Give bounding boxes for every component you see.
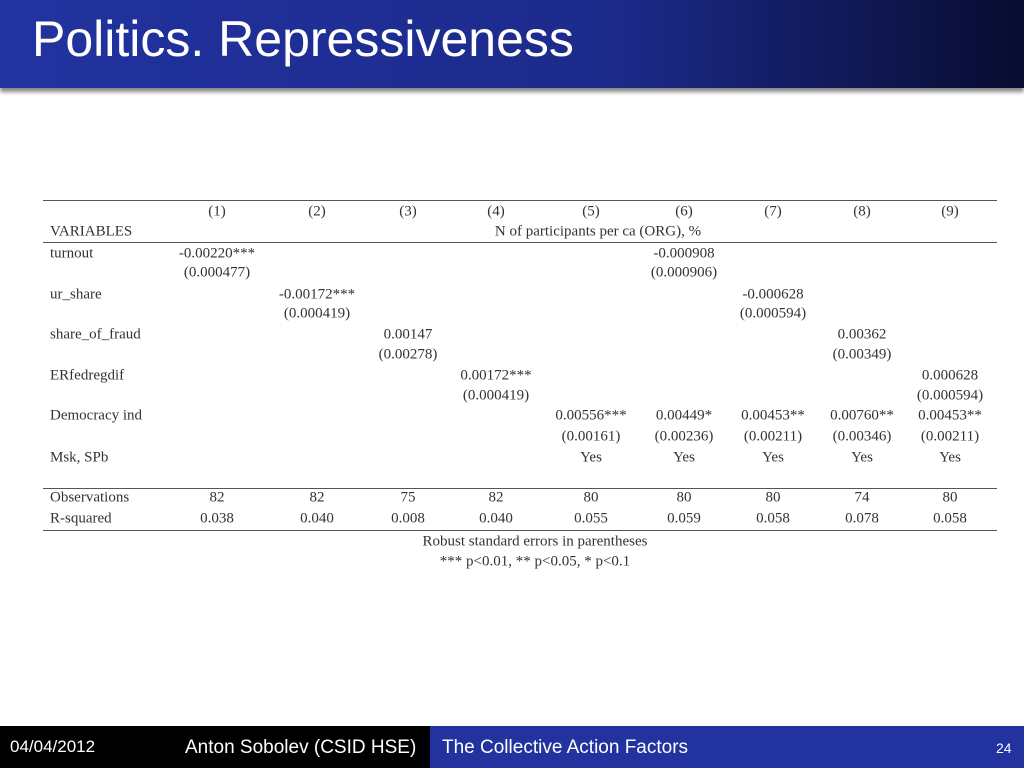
- stat-label: R-squared: [50, 510, 112, 527]
- footer-author: Anton Sobolev (CSID HSE): [185, 737, 417, 758]
- row-label: Democracy ind: [50, 407, 143, 424]
- regression-table: (1) (2) (3) (4) (5) (6) (7) (8) (9) VARIABLES N of…: [43, 200, 997, 570]
- row-label: ur_share: [50, 286, 102, 303]
- coefficient: -0.000628: [742, 286, 804, 303]
- coefficient: 0.00453**: [918, 407, 982, 424]
- stat-value: 0.058: [933, 510, 967, 527]
- coefficient: Yes: [580, 449, 602, 466]
- standard-error: (0.00211): [743, 428, 803, 445]
- coefficient: 0.00172***: [460, 367, 532, 384]
- coefficient: 0.00760**: [830, 407, 894, 424]
- coefficient: 0.00362: [837, 326, 887, 343]
- row-label: Msk, SPb: [50, 449, 109, 466]
- column-header: (3): [399, 203, 417, 220]
- page-number: 24: [996, 740, 1012, 756]
- stat-value: 80: [942, 489, 958, 506]
- standard-error: (0.000419): [462, 387, 530, 404]
- stat-value: 74: [854, 489, 870, 506]
- row-label: share_of_fraud: [50, 326, 141, 343]
- stat-value: 82: [209, 489, 225, 506]
- stat-value: 0.008: [391, 510, 425, 527]
- coefficient: -0.00172***: [278, 286, 356, 303]
- standard-error: (0.000594): [739, 305, 807, 322]
- coefficient: 0.000628: [921, 367, 979, 384]
- stat-label: Observations: [50, 489, 130, 506]
- rule: [43, 242, 997, 243]
- coefficient: Yes: [851, 449, 873, 466]
- standard-error: (0.00236): [654, 428, 714, 445]
- footer-date: 04/04/2012: [10, 737, 96, 756]
- standard-error: (0.00161): [561, 428, 621, 445]
- standard-error: (0.000594): [916, 387, 984, 404]
- column-header: (6): [675, 203, 693, 220]
- standard-error: (0.00346): [832, 428, 892, 445]
- title-bar: Politics. Repressiveness: [0, 0, 1024, 88]
- column-header: (4): [487, 203, 505, 220]
- stat-value: 0.040: [479, 510, 513, 527]
- coefficient: 0.00453**: [741, 407, 805, 424]
- rule: [43, 488, 997, 489]
- coefficient: Yes: [673, 449, 695, 466]
- coefficient: -0.00220***: [178, 245, 256, 262]
- column-header: (8): [853, 203, 871, 220]
- column-header: (7): [764, 203, 782, 220]
- slide-title: Politics. Repressiveness: [32, 11, 574, 67]
- standard-error: (0.000477): [183, 264, 251, 281]
- dependent-variable: N of participants per ca (ORG), %: [494, 223, 702, 240]
- rule: [43, 530, 997, 531]
- stat-value: 0.058: [756, 510, 790, 527]
- coefficient: 0.00147: [383, 326, 433, 343]
- standard-error: (0.000419): [283, 305, 351, 322]
- stat-value: 0.055: [574, 510, 608, 527]
- coefficient: -0.000908: [653, 245, 715, 262]
- standard-error: (0.00211): [920, 428, 980, 445]
- footer-right: The Collective Action Factors 24: [430, 726, 1024, 768]
- coefficient: 0.00449*: [655, 407, 713, 424]
- table-note: Robust standard errors in parentheses: [422, 533, 648, 550]
- coefficient: Yes: [939, 449, 961, 466]
- column-header: (2): [308, 203, 326, 220]
- stat-value: 0.078: [845, 510, 879, 527]
- coefficient: 0.00556***: [555, 407, 627, 424]
- variables-label: VARIABLES: [50, 223, 133, 240]
- coefficient: Yes: [762, 449, 784, 466]
- stat-value: 0.040: [300, 510, 334, 527]
- stat-value: 75: [400, 489, 416, 506]
- stat-value: 82: [488, 489, 504, 506]
- rule: [43, 200, 997, 201]
- stat-value: 0.038: [200, 510, 234, 527]
- stat-value: 80: [676, 489, 692, 506]
- stat-value: 0.059: [667, 510, 701, 527]
- footer-left: 04/04/2012 Anton Sobolev (CSID HSE): [0, 726, 430, 768]
- stat-value: 80: [765, 489, 781, 506]
- column-header: (5): [582, 203, 600, 220]
- standard-error: (0.00349): [832, 346, 892, 363]
- column-header: (9): [941, 203, 959, 220]
- column-header: (1): [208, 203, 226, 220]
- standard-error: (0.000906): [650, 264, 718, 281]
- standard-error: (0.00278): [378, 346, 438, 363]
- row-label: ERfedregdif: [50, 367, 125, 384]
- row-label: turnout: [50, 245, 94, 262]
- table-note: *** p<0.01, ** p<0.05, * p<0.1: [439, 553, 631, 570]
- footer-title: The Collective Action Factors: [442, 737, 689, 758]
- stat-value: 82: [309, 489, 325, 506]
- footer: 04/04/2012 Anton Sobolev (CSID HSE) The …: [0, 726, 1024, 768]
- stat-value: 80: [583, 489, 599, 506]
